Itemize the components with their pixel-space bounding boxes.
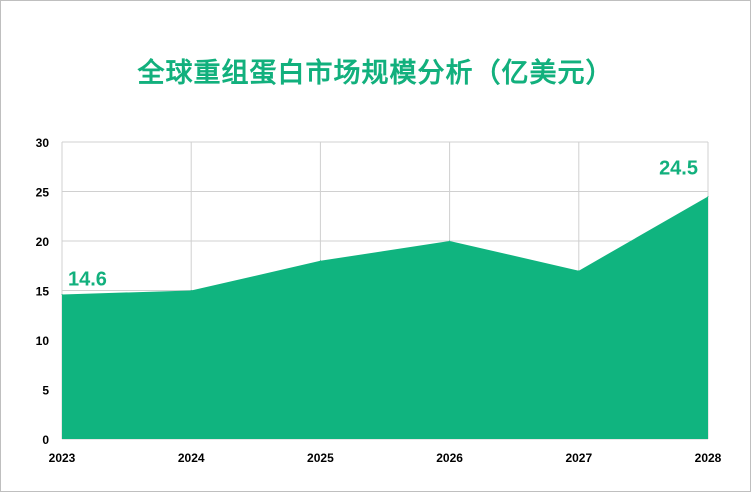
y-tick-label: 20 [36, 235, 50, 249]
x-tick-label: 2023 [49, 451, 76, 465]
x-tick-label: 2026 [436, 451, 463, 465]
y-tick-label: 25 [36, 186, 50, 200]
y-tick-label: 30 [36, 136, 50, 150]
y-tick-label: 10 [36, 334, 50, 348]
x-tick-label: 2024 [178, 451, 205, 465]
y-tick-label: 15 [36, 285, 50, 299]
y-tick-label: 0 [42, 433, 49, 447]
x-tick-label: 2028 [695, 451, 722, 465]
data-point [707, 195, 709, 197]
x-tick-label: 2025 [307, 451, 334, 465]
data-point [578, 270, 580, 272]
data-label: 14.6 [68, 268, 107, 290]
area-series [62, 196, 708, 439]
data-point [319, 260, 321, 262]
chart-title: 全球重组蛋白市场规模分析（亿美元） [137, 58, 614, 89]
x-tick-label: 2027 [565, 451, 592, 465]
data-point [61, 293, 63, 295]
y-tick-label: 5 [42, 384, 49, 398]
data-point [449, 240, 451, 242]
data-label: 24.5 [659, 157, 698, 179]
data-point [190, 290, 192, 291]
